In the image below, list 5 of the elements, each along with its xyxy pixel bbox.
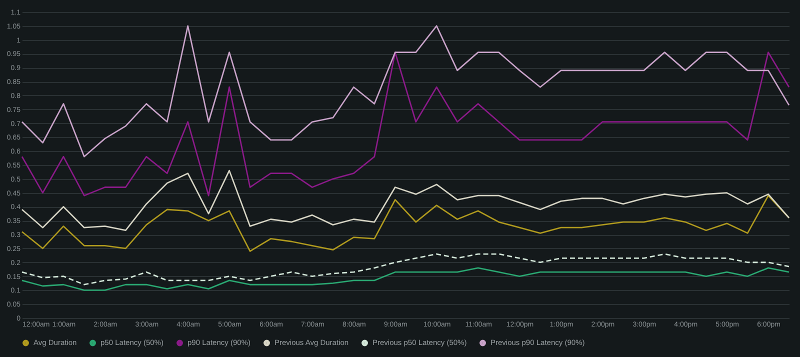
line-series — [21, 253, 790, 286]
line-series — [21, 267, 790, 291]
line-series — [21, 170, 790, 232]
line-series — [21, 52, 790, 196]
line-series — [21, 25, 790, 158]
